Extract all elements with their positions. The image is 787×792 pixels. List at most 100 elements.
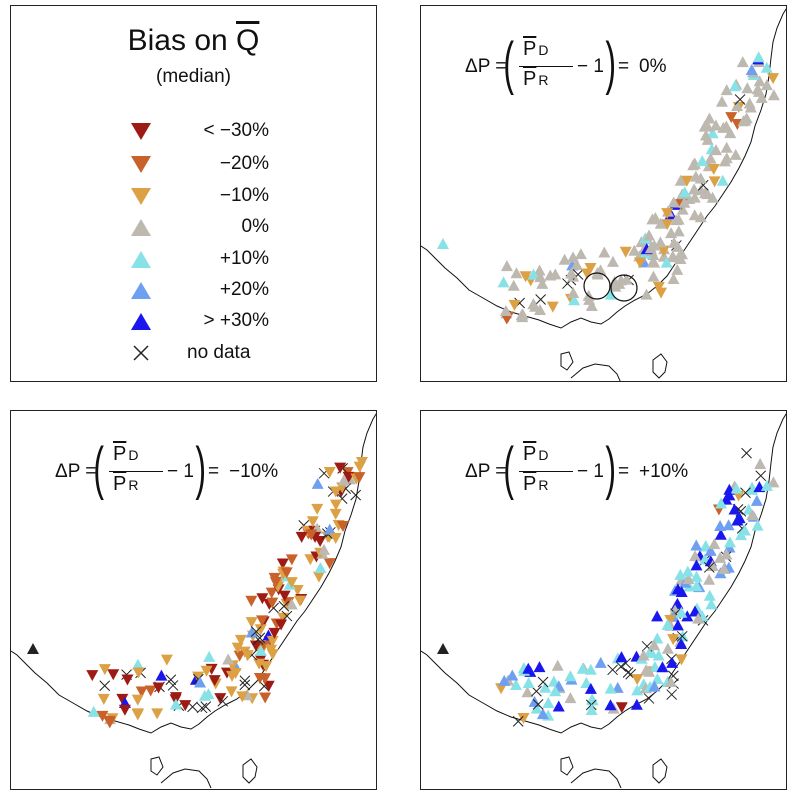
station-marker (544, 269, 557, 281)
station-marker (96, 710, 109, 722)
station-marker (254, 644, 267, 656)
close-paren: ) (605, 436, 616, 501)
station-marker (260, 661, 273, 673)
station-marker (323, 466, 336, 478)
legend-item: > +30% (129, 308, 349, 336)
formula-minus-one: − 1 (577, 461, 604, 482)
station-marker (667, 634, 680, 646)
station-marker (652, 281, 665, 293)
station-marker (500, 313, 513, 325)
station-marker (760, 79, 773, 91)
legend-subtitle: (median) (156, 66, 231, 87)
station-no-data-marker (99, 680, 111, 692)
station-marker (584, 263, 597, 275)
formula-minus-one: − 1 (577, 56, 604, 77)
station-marker (306, 516, 319, 528)
station-marker (552, 700, 565, 712)
denominator-variable: P (523, 68, 537, 90)
station-marker (269, 576, 282, 588)
station-marker (678, 196, 691, 208)
map-panel-dp-0: ΔP =(P D P R − 1) = 0% (420, 5, 787, 382)
station-marker (318, 543, 331, 555)
station-marker (27, 643, 39, 654)
station-marker (522, 662, 535, 674)
station-marker (132, 667, 145, 679)
station-marker (688, 209, 701, 221)
station-marker (293, 595, 306, 607)
open-paren: ( (503, 31, 514, 96)
station-no-data-marker (254, 632, 266, 644)
station-marker (628, 244, 641, 256)
station-marker (234, 634, 247, 646)
legend-item-label: < −30% (203, 120, 270, 141)
station-marker (729, 148, 742, 160)
station-marker (671, 263, 684, 275)
station-marker (291, 585, 304, 597)
station-marker (689, 550, 702, 562)
station-marker (708, 538, 721, 550)
station-marker (519, 271, 532, 283)
station-no-data-marker (200, 701, 212, 712)
station-no-data-marker (239, 679, 251, 691)
dp-value: +10% (639, 461, 689, 482)
cross-marker-icon (133, 345, 149, 361)
station-marker (534, 271, 547, 283)
legend-title: Bias on Q (11, 24, 376, 58)
station-marker (703, 112, 716, 124)
station-marker (728, 503, 741, 515)
station-marker (103, 717, 116, 729)
station-no-data-marker (535, 294, 547, 305)
formula-equals: = (618, 56, 630, 77)
station-marker (606, 255, 619, 267)
station-marker (584, 682, 597, 694)
station-marker (570, 258, 583, 270)
station-no-data-marker (239, 675, 251, 687)
formula-equals: = (208, 461, 220, 482)
station-marker (583, 293, 596, 305)
station-marker (87, 705, 100, 717)
legend-item: < −30% (129, 118, 349, 146)
station-marker (672, 251, 685, 263)
station-marker (98, 664, 111, 676)
station-marker (675, 637, 688, 649)
station-marker (709, 119, 722, 131)
station-marker (285, 554, 298, 566)
station-marker (680, 175, 693, 187)
legend-title-prefix: Bias on (127, 24, 237, 57)
station-marker (657, 245, 670, 257)
station-marker (522, 677, 535, 689)
station-marker (640, 288, 653, 300)
island-outline (652, 353, 668, 379)
station-marker (718, 155, 731, 167)
station-marker (674, 174, 687, 186)
station-marker (253, 658, 266, 670)
station-no-data-marker (217, 695, 229, 707)
station-marker (498, 674, 511, 686)
fraction-bar (109, 471, 163, 473)
station-marker (222, 653, 235, 665)
station-marker (715, 497, 728, 509)
station-marker (576, 662, 589, 674)
station-marker (253, 673, 266, 685)
station-marker (615, 651, 628, 663)
fraction-bar (519, 66, 573, 68)
station-marker (245, 595, 258, 607)
fraction-bar (519, 471, 573, 473)
station-marker (647, 270, 660, 282)
station-marker (329, 533, 342, 545)
station-marker (615, 702, 628, 714)
station-marker (170, 692, 183, 704)
station-marker (329, 499, 342, 511)
station-marker (681, 565, 694, 577)
dp-value: 0% (639, 56, 667, 77)
station-marker (527, 298, 540, 310)
station-marker (704, 152, 717, 164)
station-marker (256, 593, 269, 605)
station-marker (710, 144, 723, 156)
station-marker (699, 539, 712, 551)
station-marker (249, 640, 262, 652)
station-marker (155, 669, 168, 681)
station-marker (591, 268, 604, 280)
